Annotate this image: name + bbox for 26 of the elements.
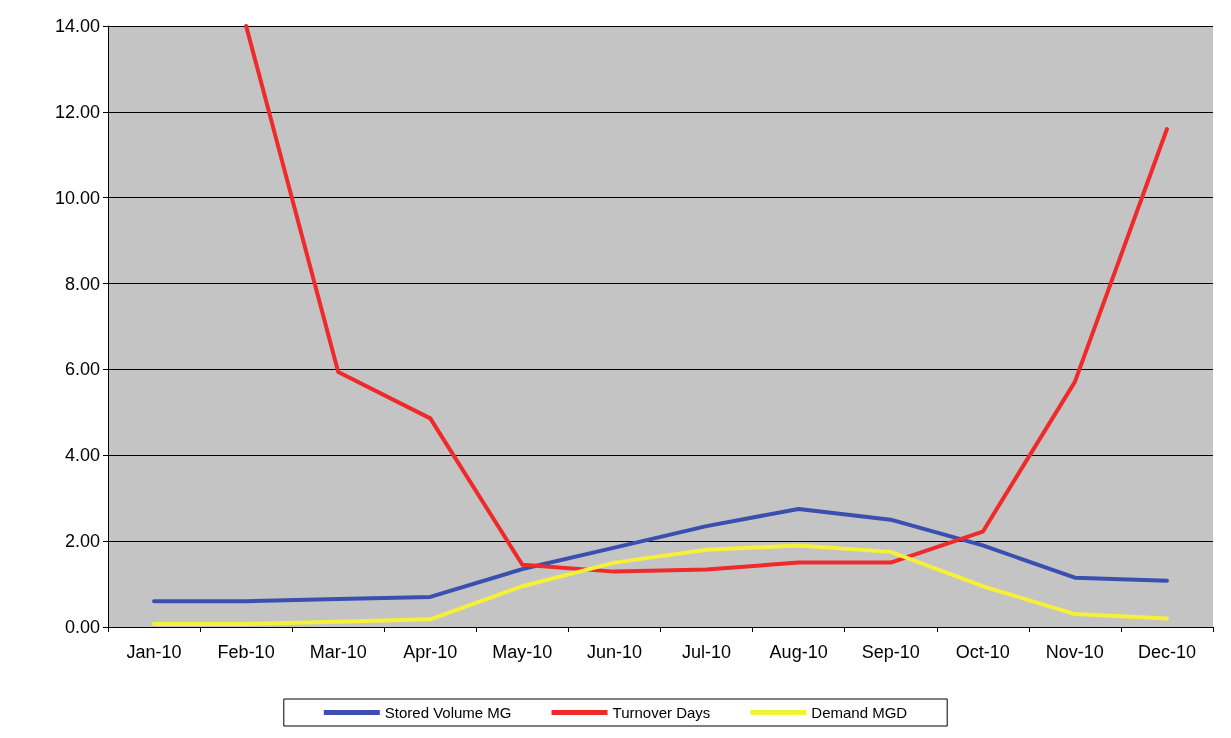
x-tick-label: Nov-10 xyxy=(1045,642,1104,662)
x-tick-label: Mar-10 xyxy=(309,642,367,662)
y-tick-label: 10.00 xyxy=(54,187,100,208)
y-tick-label: 2.00 xyxy=(64,531,100,552)
line-series xyxy=(152,506,1169,604)
x-tick-label: Dec-10 xyxy=(1137,642,1196,662)
legend-label: Turnover Days xyxy=(612,704,711,721)
legend-label: Demand MGD xyxy=(811,704,908,721)
x-tick-label: Oct-10 xyxy=(955,642,1010,662)
y-tick-label: 14.00 xyxy=(54,16,100,36)
x-tick-label: Apr-10 xyxy=(403,642,458,662)
x-tick-label: May-10 xyxy=(492,642,553,662)
x-tick-label: Jul-10 xyxy=(682,642,732,662)
y-tick-label: 12.00 xyxy=(54,101,100,122)
x-tick-label: Aug-10 xyxy=(769,642,828,662)
x-tick-label: Jun-10 xyxy=(586,642,642,662)
y-tick-label: 0.00 xyxy=(64,617,100,637)
y-tick-label: 6.00 xyxy=(64,359,100,380)
x-tick-label: Sep-10 xyxy=(861,642,920,662)
legend-label: Stored Volume MG xyxy=(384,704,512,721)
y-tick-label: 8.00 xyxy=(64,273,100,294)
x-tick-label: Jan-10 xyxy=(126,642,182,662)
line-series xyxy=(152,543,1169,626)
x-tick-label: Feb-10 xyxy=(217,642,275,662)
line-series xyxy=(244,24,1169,574)
y-tick-label: 4.00 xyxy=(64,445,100,466)
